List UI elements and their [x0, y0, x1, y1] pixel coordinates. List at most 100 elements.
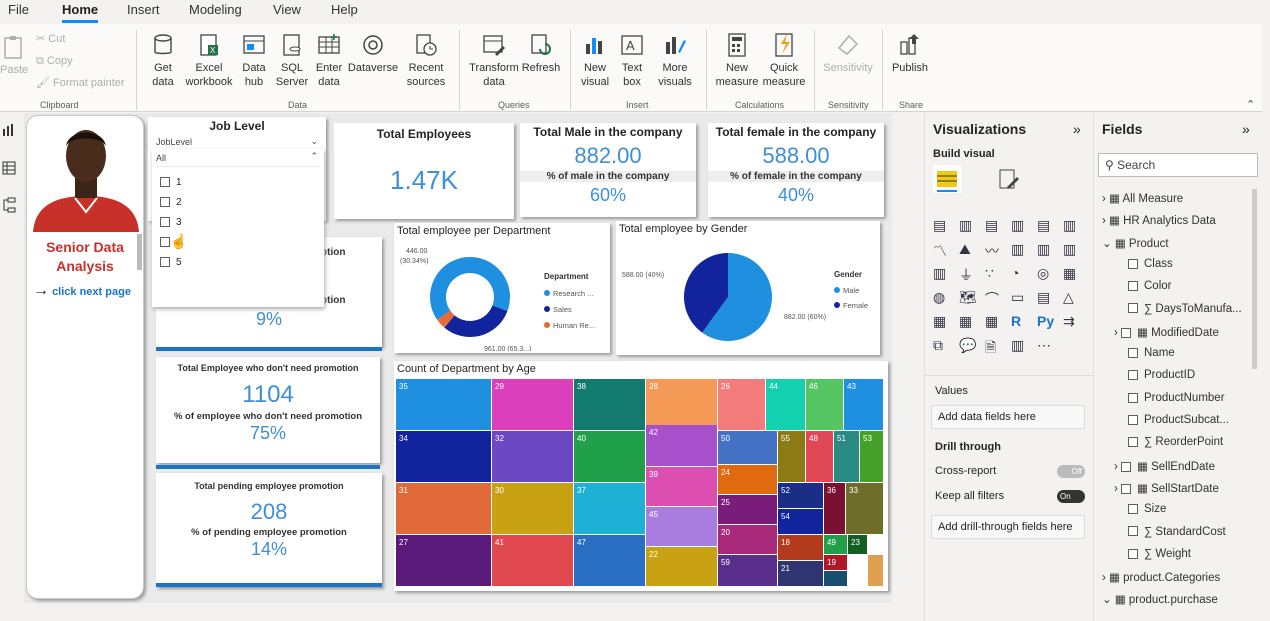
new-visual-button[interactable]: New visual: [577, 28, 613, 89]
slicer-option-4[interactable]: 4: [160, 233, 182, 253]
checkbox[interactable]: [1121, 461, 1132, 472]
scrollbar[interactable]: [137, 234, 142, 270]
text-box-button[interactable]: A Text box: [614, 28, 650, 89]
decomposition-tree-icon[interactable]: ⧉: [933, 337, 943, 353]
report-canvas[interactable]: Senior Data Analysis → click next page J…: [24, 113, 892, 603]
treemap-cell[interactable]: [778, 561, 823, 586]
checkbox[interactable]: [1128, 548, 1138, 559]
clustered-bar-icon[interactable]: ▤: [985, 217, 999, 233]
dataverse-button[interactable]: Dataverse: [347, 28, 399, 75]
data-hub-button[interactable]: Data hub: [236, 28, 272, 89]
pie-slice[interactable]: [702, 253, 772, 341]
checkbox[interactable]: [1128, 392, 1138, 403]
line-chart-icon[interactable]: 〽: [933, 243, 947, 259]
stacked-area-icon[interactable]: 〰: [985, 243, 999, 259]
card-icon[interactable]: ▭: [1011, 289, 1025, 305]
slicer-option-2[interactable]: 2: [160, 193, 182, 213]
report-view-icon[interactable]: [2, 123, 16, 137]
treemap-icon[interactable]: ▦: [1063, 265, 1077, 281]
treemap-cell[interactable]: [824, 483, 845, 534]
treemap-cell[interactable]: [492, 431, 573, 482]
kpi-icon[interactable]: △: [1063, 289, 1074, 305]
get-data-button[interactable]: Get data: [143, 28, 183, 89]
collapse-pane-icon[interactable]: »: [1073, 121, 1081, 137]
recent-sources-button[interactable]: Recent sources: [400, 28, 452, 89]
slicer-option-5[interactable]: 5: [160, 253, 182, 273]
treemap-cell[interactable]: [396, 431, 491, 482]
key-influencers-icon[interactable]: ⇉: [1063, 313, 1075, 329]
field-item[interactable]: › ▦ product.Categories: [1102, 570, 1220, 584]
legend-item[interactable]: Female: [843, 301, 868, 310]
legend-item[interactable]: Male: [843, 286, 859, 295]
paginated-report-icon[interactable]: ▥: [1011, 337, 1025, 353]
treemap-cell[interactable]: [860, 431, 883, 482]
checkbox[interactable]: [160, 257, 170, 268]
ribbon-chart-icon[interactable]: ▥: [1063, 241, 1077, 257]
collapse-fields-icon[interactable]: »: [1242, 121, 1250, 137]
legend-item[interactable]: Research ...: [553, 289, 593, 298]
stacked-bar-icon[interactable]: ▤: [933, 217, 947, 233]
treemap-cell[interactable]: [718, 525, 777, 554]
scrollbar[interactable]: [1252, 189, 1257, 369]
new-measure-button[interactable]: New measure: [713, 28, 761, 89]
treemap-cell[interactable]: [492, 535, 573, 586]
checkbox[interactable]: [1128, 526, 1138, 537]
qna-icon[interactable]: 💬: [959, 337, 977, 353]
field-item[interactable]: › ▦ ModifiedDate: [1114, 325, 1219, 339]
refresh-button[interactable]: Refresh: [520, 28, 562, 75]
area-chart-icon[interactable]: ⛰: [959, 241, 971, 257]
treemap-cell[interactable]: [574, 535, 645, 586]
treemap-cell[interactable]: [834, 431, 859, 482]
table-icon[interactable]: ▦: [959, 313, 973, 329]
tab-insert[interactable]: Insert: [127, 2, 160, 17]
treemap-cell[interactable]: [574, 379, 645, 430]
field-item[interactable]: › ▦ HR Analytics Data: [1102, 213, 1216, 227]
scatter-icon[interactable]: ∵: [985, 265, 994, 281]
pie-slice[interactable]: [684, 253, 728, 333]
treemap-cell[interactable]: [396, 483, 491, 534]
field-item[interactable]: ProductSubcat...: [1128, 414, 1229, 426]
fields-search-input[interactable]: ⚲ Search: [1098, 153, 1258, 177]
treemap-cell[interactable]: [868, 555, 883, 586]
checkbox[interactable]: [1128, 258, 1138, 269]
funnel-icon[interactable]: ⏚: [959, 267, 973, 283]
legend-item[interactable]: Sales: [553, 305, 572, 314]
gender-pie-chart[interactable]: Total employee by Gender 588.00 (40%) 882…: [616, 221, 880, 355]
treemap-cell[interactable]: [646, 547, 717, 586]
treemap-cell[interactable]: [718, 465, 777, 494]
treemap-cell[interactable]: [806, 431, 833, 482]
slicer-icon[interactable]: ▦: [933, 313, 947, 329]
treemap-cell[interactable]: [778, 509, 823, 534]
treemap-cell[interactable]: [848, 535, 867, 554]
checkbox[interactable]: [160, 237, 170, 248]
100-column-icon[interactable]: ▥: [1063, 217, 1077, 233]
field-item[interactable]: ∑ StandardCost: [1128, 526, 1226, 538]
field-item[interactable]: › ▦ All Measure: [1102, 191, 1183, 205]
treemap-cell[interactable]: [766, 379, 805, 430]
checkbox[interactable]: [1128, 281, 1138, 292]
keep-filters-toggle[interactable]: On: [1057, 490, 1085, 503]
python-visual-icon[interactable]: Py: [1037, 313, 1055, 329]
publish-button[interactable]: Publish: [888, 28, 932, 75]
table-view-icon[interactable]: [2, 161, 16, 175]
field-item[interactable]: ∑ DaysToManufa...: [1128, 303, 1242, 315]
treemap-cell[interactable]: [846, 483, 883, 534]
model-view-icon[interactable]: [2, 197, 16, 213]
multirow-card-icon[interactable]: ▤: [1037, 289, 1051, 305]
transform-data-button[interactable]: Transform data: [468, 28, 520, 89]
treemap-cell[interactable]: [806, 379, 843, 430]
sensitivity-button[interactable]: Sensitivity: [820, 28, 876, 75]
stacked-column-icon[interactable]: ▥: [959, 217, 973, 233]
clustered-column-icon[interactable]: ▥: [1011, 217, 1025, 233]
r-visual-icon[interactable]: R: [1011, 313, 1022, 329]
slicer-selected[interactable]: All ⌃: [156, 151, 320, 167]
field-item[interactable]: ProductID: [1128, 369, 1195, 381]
format-painter-button[interactable]: 🖌 Format painter: [36, 76, 125, 90]
legend-item[interactable]: Human Re...: [553, 321, 595, 330]
100-bar-icon[interactable]: ▤: [1037, 217, 1051, 233]
treemap-cell[interactable]: [778, 535, 823, 560]
line-column-icon[interactable]: ▥: [1011, 241, 1025, 257]
more-visuals-button[interactable]: More visuals: [651, 28, 699, 89]
line-clustered-icon[interactable]: ▥: [1037, 241, 1051, 257]
expand-icon[interactable]: ›: [1114, 460, 1122, 473]
